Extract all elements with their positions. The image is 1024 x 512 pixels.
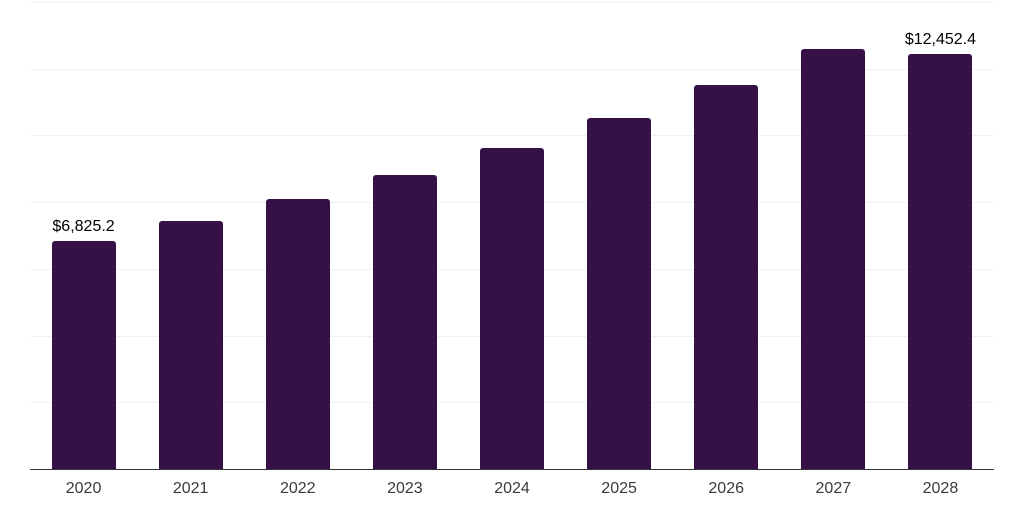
bar-slot — [566, 2, 673, 469]
x-tick-label: 2025 — [601, 480, 637, 497]
bar-slot — [458, 2, 565, 469]
bar — [372, 175, 437, 469]
bar — [158, 220, 223, 469]
x-axis-tick-labels: 2020 2021 2022 2023 2024 2025 2026 2027 2028 — [30, 479, 994, 498]
bar-slot: $12,452.4 — [887, 2, 994, 469]
bar — [265, 199, 330, 469]
bar — [479, 148, 544, 469]
bar-series: $6,825.2 $12,452.4 — [30, 2, 994, 469]
bar-slot — [244, 2, 351, 469]
x-axis-line — [30, 468, 994, 470]
bar — [694, 84, 759, 469]
x-tick-label: 2020 — [65, 480, 102, 497]
bar — [51, 241, 116, 469]
bar-value-label: $12,452.4 — [904, 30, 977, 48]
bar — [587, 118, 652, 469]
x-tick-label: 2023 — [387, 480, 423, 497]
x-tick-label: 2021 — [172, 480, 209, 497]
bar-slot — [780, 2, 887, 469]
x-tick-label: 2027 — [815, 480, 852, 497]
x-tick-label: 2024 — [494, 480, 530, 497]
x-tick-label: 2022 — [279, 480, 316, 497]
gridline — [30, 2, 994, 3]
bar — [801, 49, 866, 469]
plot-area: $6,825.2 $12,452.4 — [30, 2, 994, 469]
bar — [908, 53, 973, 469]
bar-slot — [351, 2, 458, 469]
bar-slot: $6,825.2 — [30, 2, 137, 469]
gridline — [30, 135, 994, 137]
bar-slot — [673, 2, 780, 469]
gridline — [30, 68, 994, 70]
x-tick-label: 2026 — [708, 480, 744, 497]
x-tick-label: 2028 — [922, 480, 959, 497]
bar-value-label: $6,825.2 — [52, 218, 115, 236]
bar-slot — [137, 2, 244, 469]
